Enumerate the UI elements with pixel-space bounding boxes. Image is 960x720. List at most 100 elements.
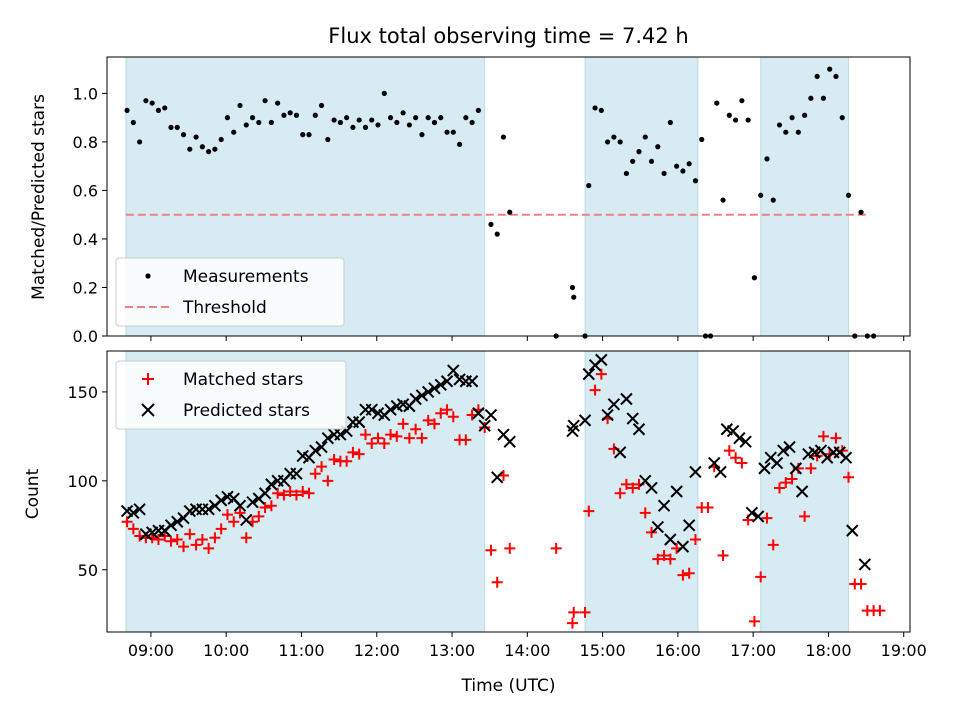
measurement-point — [394, 119, 400, 126]
measurement-point — [193, 134, 199, 140]
measurement-point — [714, 100, 720, 106]
predicted-star-point — [258, 487, 272, 500]
matched-star-point — [855, 578, 867, 590]
measurement-point — [592, 105, 598, 111]
predicted-star-point — [582, 367, 596, 381]
measurement-point — [381, 90, 387, 96]
predicted-star-point — [127, 506, 140, 520]
predicted-star-point — [601, 408, 614, 422]
matched-star-point — [677, 569, 689, 581]
measurement-point — [199, 144, 205, 150]
matched-star-point — [196, 534, 208, 546]
x-tick-label: 11:00 — [278, 641, 324, 660]
measurement-point — [494, 231, 500, 237]
x-tick-label: 15:00 — [580, 641, 626, 660]
plot-frame — [106, 56, 911, 337]
matched-star-point — [378, 437, 390, 449]
measurement-point — [764, 156, 770, 162]
legend-marker-matched — [142, 373, 154, 385]
predicted-star-point — [770, 456, 784, 470]
matched-star-point — [566, 617, 578, 629]
matched-star-point — [152, 534, 164, 546]
matched-star-point — [799, 510, 811, 522]
predicted-star-point — [321, 431, 335, 445]
predicted-star-point — [789, 462, 803, 475]
bottom-panel: 09:00 10:00 11:00 12:00 13:00 14:00 15:00 16:00… — [67, 350, 927, 660]
matched-star-point — [755, 571, 767, 583]
measurement-point — [795, 129, 801, 135]
predicted-star-point — [315, 440, 328, 454]
predicted-star-point — [632, 423, 646, 436]
measurement-point — [605, 139, 611, 145]
matched-star-point — [479, 421, 491, 433]
y-tick-label: 100 — [67, 472, 98, 491]
matched-star-point — [447, 411, 459, 423]
matched-star-point — [397, 418, 409, 430]
matched-star-point — [341, 455, 353, 467]
predicted-star-point — [352, 415, 366, 429]
measurement-point — [802, 112, 808, 118]
measurement-point — [187, 146, 193, 152]
measurement-point — [686, 161, 692, 167]
matched-star-point — [278, 489, 290, 501]
top-y-axis-label: Matched/Predicted stars — [29, 94, 49, 300]
predicted-star-point — [689, 465, 702, 479]
measurement-point — [174, 124, 180, 130]
matched-star-point — [568, 606, 580, 618]
matched-star-point — [780, 477, 792, 489]
predicted-star-point — [651, 520, 665, 534]
measurement-point — [331, 117, 337, 123]
measurement-point — [745, 117, 751, 123]
predicted-star-point — [578, 414, 592, 427]
legend-box — [115, 360, 347, 430]
measurement-point — [337, 119, 343, 126]
measurement-point — [275, 100, 281, 106]
matched-star-point — [652, 553, 664, 565]
measurement-point — [475, 107, 481, 113]
measurement-point — [469, 119, 475, 126]
predicted-star-point — [202, 503, 215, 516]
predicted-star-point — [503, 435, 516, 448]
observing-interval — [584, 350, 699, 633]
measurement-point — [814, 73, 820, 80]
matched-star-point — [178, 541, 190, 553]
measurement-point — [281, 112, 287, 118]
predicted-star-point — [670, 485, 683, 498]
measurement-point — [732, 117, 739, 123]
measurement-point — [789, 115, 795, 121]
x-tick-label: 09:00 — [128, 641, 174, 660]
legend-label-matched: Matched stars — [183, 370, 303, 390]
measurement-point — [776, 122, 783, 128]
measurement-point — [287, 110, 293, 116]
x-tick-label: 19:00 — [881, 641, 927, 660]
predicted-star-point — [478, 419, 491, 432]
matched-star-point — [272, 487, 284, 499]
x-tick-label: 17:00 — [730, 641, 776, 660]
measurement-point — [507, 209, 513, 215]
measurement-point — [636, 149, 642, 155]
measurement-point — [623, 170, 630, 177]
matched-star-point — [171, 534, 183, 546]
measurement-point — [318, 102, 325, 109]
matched-star-point — [736, 457, 748, 469]
predicted-star-point — [421, 385, 435, 399]
predicted-star-point — [839, 451, 853, 464]
x-axis-label: Time (UTC) — [461, 676, 556, 696]
predicted-star-point — [777, 444, 790, 457]
predicted-star-point — [171, 515, 184, 528]
y-tick-label: 0.2 — [73, 278, 98, 297]
measurement-point — [206, 149, 212, 155]
matched-star-point — [209, 532, 221, 544]
matched-star-point — [805, 462, 817, 474]
predicted-star-point — [607, 398, 621, 411]
measurement-point — [726, 112, 732, 118]
legend-label-predicted: Predicted stars — [183, 401, 310, 421]
measurement-point — [369, 117, 375, 123]
measurement-point — [155, 107, 162, 113]
measurement-point — [839, 115, 845, 121]
matched-star-point — [372, 432, 384, 444]
measurement-point — [306, 132, 312, 138]
measurement-point — [425, 115, 431, 121]
predicted-star-point — [714, 465, 727, 479]
